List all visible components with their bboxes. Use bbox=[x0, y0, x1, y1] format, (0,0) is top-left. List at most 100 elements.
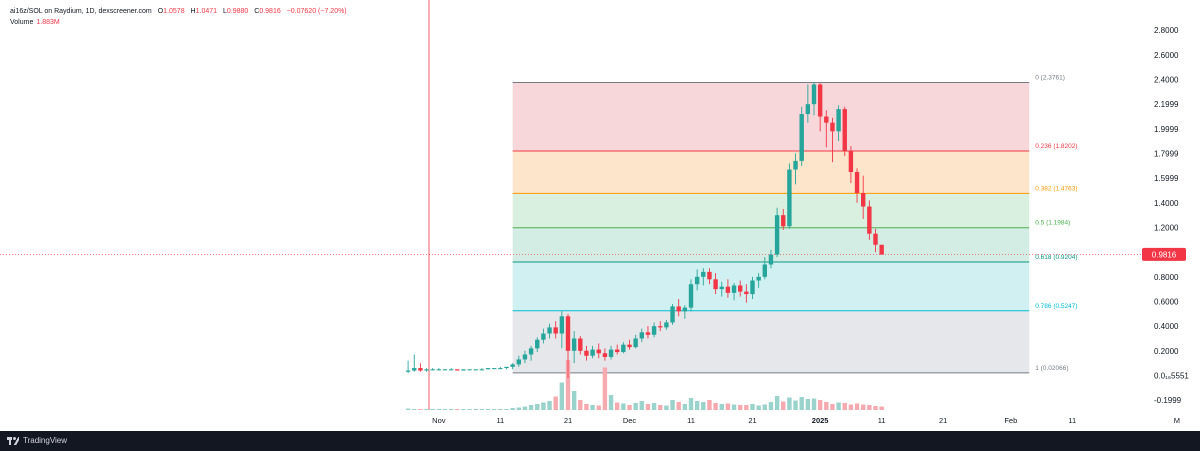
volume-bar bbox=[805, 399, 811, 410]
volume-bar bbox=[793, 400, 798, 410]
volume-bar bbox=[879, 406, 884, 410]
candle-body bbox=[510, 364, 515, 367]
volume-bar bbox=[584, 404, 589, 410]
volume-bar bbox=[571, 391, 577, 410]
candle-body bbox=[781, 215, 786, 227]
y-tick-label: 0.4000 bbox=[1154, 322, 1179, 331]
y-tick-label: 2.6000 bbox=[1154, 51, 1179, 60]
volume-bar bbox=[547, 401, 552, 410]
candle-body bbox=[854, 172, 860, 193]
volume-bar bbox=[756, 405, 761, 410]
volume-bar bbox=[405, 408, 411, 410]
close-value: 0.9816 bbox=[259, 8, 281, 15]
volume-bar bbox=[744, 405, 749, 410]
volume-bar bbox=[817, 400, 823, 410]
candle-body bbox=[608, 349, 614, 357]
candle-body bbox=[799, 114, 804, 161]
volume-bar bbox=[639, 401, 644, 410]
volume-bar bbox=[578, 400, 583, 410]
fib-zone bbox=[512, 193, 1030, 228]
candle-body bbox=[688, 284, 694, 308]
ohlc-line: ai16z/SOL on Raydium, 1D, dexscreener.co… bbox=[10, 6, 347, 17]
candlesticks bbox=[405, 81, 884, 378]
x-tick-label: 11 bbox=[496, 416, 504, 425]
candle-body bbox=[768, 254, 774, 265]
volume-bar bbox=[430, 409, 435, 410]
fib-level-label: 0.382 (1.4763) bbox=[1035, 185, 1077, 192]
candle-body bbox=[596, 349, 601, 354]
candle-body bbox=[461, 369, 466, 371]
candle-body bbox=[633, 338, 638, 348]
volume-bar bbox=[651, 403, 657, 410]
y-tick-label: 0.6000 bbox=[1154, 297, 1179, 306]
volume-bar bbox=[492, 409, 497, 410]
current-price-tag: 0.9816 bbox=[1142, 247, 1186, 261]
volume-line: Volume 1.883M bbox=[10, 17, 347, 28]
candle-body bbox=[473, 369, 478, 371]
candle-body bbox=[824, 116, 829, 123]
current-price-tag-bg bbox=[1142, 247, 1186, 261]
low-label: L bbox=[222, 8, 227, 15]
volume-bar bbox=[719, 404, 724, 410]
candle-body bbox=[436, 369, 442, 371]
candle-body bbox=[836, 109, 841, 132]
fib-level-label: 0.618 (0.9204) bbox=[1035, 254, 1077, 261]
fib-zone bbox=[512, 151, 1030, 194]
volume-bar bbox=[830, 404, 835, 410]
price-axis[interactable]: 2.8000 2.6000 2.4000 2.1999 1.9999 1.7999 1.59… bbox=[1154, 26, 1189, 405]
volume-bar bbox=[762, 404, 767, 410]
volume-bar bbox=[768, 402, 774, 410]
candle-body bbox=[485, 368, 491, 370]
candle-body bbox=[738, 285, 743, 292]
volume-bar bbox=[645, 404, 651, 410]
x-tick-label: 11 bbox=[878, 416, 886, 425]
volume-bar bbox=[436, 409, 442, 410]
y-tick-label: 0.8000 bbox=[1154, 273, 1179, 282]
chart-legend: ai16z/SOL on Raydium, 1D, dexscreener.co… bbox=[10, 6, 347, 28]
volume-bar bbox=[725, 403, 731, 410]
candle-body bbox=[405, 370, 411, 372]
y-tick-label: 1.7999 bbox=[1154, 150, 1179, 159]
volume-bar bbox=[498, 409, 503, 410]
volume-bar bbox=[701, 402, 706, 410]
candle-body bbox=[830, 122, 835, 132]
volume-bar bbox=[707, 400, 712, 410]
volume-bar bbox=[559, 382, 565, 410]
tradingview-logo[interactable]: TradingView bbox=[7, 436, 67, 445]
fib-zone bbox=[512, 261, 1030, 311]
tradingview-logo-icon bbox=[7, 436, 19, 445]
candle-body bbox=[867, 206, 872, 234]
candle-body bbox=[762, 264, 767, 277]
volume-bar bbox=[713, 403, 718, 410]
volume-bar bbox=[535, 404, 540, 410]
time-axis[interactable]: Nov 11 21 Dec 11 21 2025 11 21 Feb 11 M bbox=[432, 416, 1180, 425]
volume-value: 1.883M bbox=[36, 19, 60, 26]
volume-bar bbox=[522, 406, 528, 410]
high-value: 1.0471 bbox=[195, 8, 218, 15]
candle-body bbox=[682, 307, 688, 312]
candle-body bbox=[467, 369, 472, 371]
candle-body bbox=[811, 84, 817, 105]
candle-body bbox=[651, 326, 657, 335]
price-chart[interactable]: 0 (2.3761) 0.236 (1.8202) 0.382 (1.4763) 0.… bbox=[0, 0, 1200, 431]
volume-bar bbox=[596, 405, 601, 410]
volume-bar bbox=[516, 407, 521, 410]
candle-body bbox=[455, 369, 460, 371]
candle-body bbox=[713, 279, 718, 290]
volume-bar bbox=[787, 397, 792, 410]
candle-body bbox=[707, 271, 712, 280]
volume-bar bbox=[694, 401, 700, 410]
volume-bar bbox=[473, 409, 478, 410]
volume-bar bbox=[528, 405, 534, 410]
tradingview-brand: TradingView bbox=[23, 436, 68, 445]
volume-bar bbox=[848, 404, 854, 410]
candle-body bbox=[584, 350, 589, 356]
y-tick-label: 2.1999 bbox=[1154, 100, 1179, 109]
volume-bar bbox=[541, 402, 546, 410]
y-tick-label: 1.9999 bbox=[1154, 125, 1179, 134]
candle-body bbox=[756, 276, 761, 281]
candle-body bbox=[504, 366, 509, 369]
x-tick-label: 2025 bbox=[812, 416, 829, 425]
volume-bar bbox=[731, 404, 737, 410]
volume-bar bbox=[424, 409, 429, 410]
